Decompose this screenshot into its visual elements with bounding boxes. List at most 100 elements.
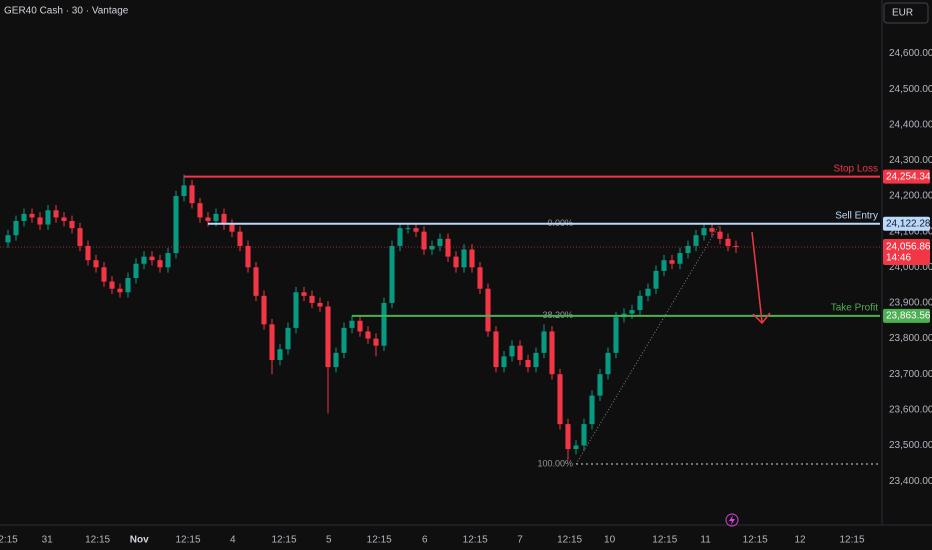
- y-tick-label: 23,700.00: [889, 369, 932, 380]
- x-tick-label: 4: [230, 535, 236, 546]
- arrow-shaft: [751, 231, 763, 323]
- candle-body: [357, 320, 363, 332]
- candle-body: [413, 228, 419, 232]
- candle-body: [381, 302, 387, 346]
- level-price-tag: [883, 308, 930, 323]
- level-price-label: 24,254.34: [886, 171, 931, 182]
- candle-body: [325, 306, 331, 368]
- candle-body: [101, 267, 107, 282]
- candle-body: [277, 349, 283, 360]
- x-tick-label: 12:15: [85, 535, 110, 546]
- candle-body: [701, 228, 707, 236]
- x-tick-label: 12:15: [367, 535, 392, 546]
- candle-body: [485, 288, 491, 332]
- fib-level-label: 38.20%: [542, 310, 573, 320]
- candle-body: [77, 228, 83, 246]
- y-tick-label: 24,500.00: [889, 84, 932, 95]
- x-tick-label: 2:15: [0, 535, 18, 546]
- candle-body: [221, 213, 227, 225]
- candle-body: [253, 267, 259, 296]
- y-tick-label: 24,000.00: [889, 262, 932, 273]
- candle-body: [5, 235, 11, 243]
- candle-body: [133, 263, 139, 279]
- y-tick-label: 24,200.00: [889, 191, 932, 202]
- candle-body: [629, 310, 635, 314]
- candle-body: [597, 374, 603, 396]
- currency-label[interactable]: EUR: [892, 8, 913, 19]
- candle-body: [517, 345, 523, 360]
- y-tick-label: 23,800.00: [889, 333, 932, 344]
- event-icon-circle[interactable]: [725, 513, 739, 527]
- candle-body: [301, 292, 307, 296]
- x-tick-label: 12:15: [743, 535, 768, 546]
- candle-body: [581, 424, 587, 446]
- candle-body: [109, 281, 115, 289]
- candle-body: [693, 235, 699, 246]
- x-tick-label: 12:15: [839, 535, 864, 546]
- current-price-label: 24,056.86: [886, 242, 931, 253]
- candle-body: [549, 331, 555, 375]
- candle-body: [69, 220, 75, 229]
- candle-body: [437, 238, 443, 246]
- x-tick-label: 10: [604, 535, 616, 546]
- candle-body: [533, 352, 539, 368]
- y-tick-label: 24,100.00: [889, 226, 932, 237]
- candle-body: [605, 352, 611, 375]
- candle-body: [317, 302, 323, 307]
- candle-body: [93, 260, 99, 268]
- x-tick-label: Nov: [130, 535, 149, 546]
- arrow-head: [752, 312, 771, 325]
- forecast-arrow: [751, 231, 771, 325]
- candle-body: [477, 267, 483, 289]
- candle-body: [285, 327, 291, 350]
- x-tick-label: 11: [700, 535, 711, 546]
- x-tick-label: 7: [517, 535, 523, 546]
- candle-body: [717, 231, 723, 239]
- candle-body: [125, 278, 131, 293]
- candle-body: [445, 238, 451, 257]
- candle-body: [421, 231, 427, 250]
- candle-body: [397, 228, 403, 246]
- candle-body: [733, 245, 739, 248]
- candle-body: [573, 445, 579, 450]
- event-icon[interactable]: [725, 513, 739, 527]
- candle-body: [653, 270, 659, 289]
- current-price-tag: [883, 239, 930, 266]
- candle-body: [61, 217, 67, 221]
- candle-body: [261, 295, 267, 325]
- x-tick-label: 12:15: [463, 535, 488, 546]
- candle-body: [173, 196, 179, 254]
- candle-body: [349, 320, 355, 328]
- candle-body: [37, 217, 43, 225]
- candle-body: [365, 331, 371, 339]
- y-tick-label: 23,900.00: [889, 298, 932, 309]
- candle-body: [541, 331, 547, 353]
- x-tick-label: 12:15: [652, 535, 677, 546]
- level-price-label: 23,863.56: [886, 311, 931, 322]
- x-tick-label: 31: [42, 535, 54, 546]
- x-tick-label: 6: [422, 535, 428, 546]
- level-price-label: 24,122.28: [886, 218, 931, 229]
- countdown-label: 14:46: [886, 253, 911, 264]
- candle-body: [45, 210, 51, 225]
- candle-body: [189, 185, 195, 204]
- candle-body: [557, 374, 563, 425]
- level-name: Stop Loss: [834, 163, 878, 174]
- x-tick-label: 12:15: [271, 535, 296, 546]
- x-tick-label: 12:15: [557, 535, 582, 546]
- x-tick-label: 5: [326, 535, 332, 546]
- candle-body: [565, 424, 571, 450]
- event-icon-bolt[interactable]: [729, 515, 735, 525]
- candle-body: [21, 213, 27, 221]
- candle-body: [669, 260, 675, 264]
- x-tick-label: 12:15: [175, 535, 200, 546]
- candle-body: [333, 352, 339, 368]
- candle-body: [685, 245, 691, 254]
- level-price-tag: [883, 216, 930, 231]
- currency-button[interactable]: [883, 2, 929, 24]
- candle-body: [509, 345, 515, 357]
